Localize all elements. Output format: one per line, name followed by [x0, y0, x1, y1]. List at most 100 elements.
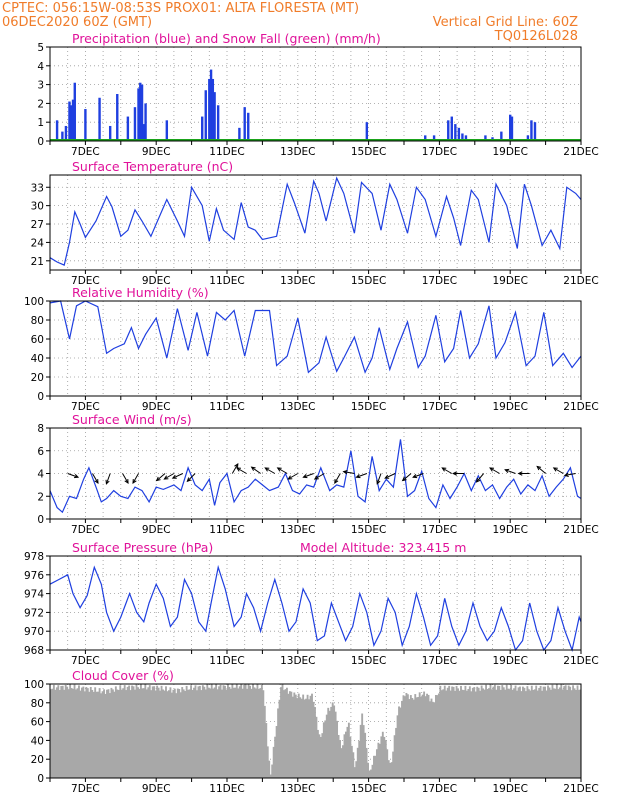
- cloud-xtick-label: 17DEC: [422, 783, 457, 795]
- cloud-bar: [527, 689, 530, 778]
- cloud-bar: [170, 692, 173, 778]
- cloud-bar: [412, 699, 415, 778]
- cloud-bar: [368, 770, 371, 778]
- cloud-bar: [78, 685, 80, 778]
- precip-bar: [64, 125, 68, 141]
- cloud-bar: [364, 732, 367, 778]
- pressure-ytick-label: 968: [24, 645, 44, 657]
- cloud-bar: [312, 701, 315, 778]
- cloud-xtick-label: 9DEC: [142, 783, 171, 795]
- cloud-frame: [49, 683, 582, 779]
- pressure-xtick-label: 7DEC: [71, 655, 100, 667]
- wind-vector: [505, 469, 516, 474]
- cloud-bar: [488, 688, 490, 778]
- precip-bar: [530, 120, 533, 141]
- cloud-bar: [69, 684, 72, 778]
- cloud-bar: [399, 707, 402, 778]
- cloud-bar: [471, 687, 474, 778]
- wind-ytick-label: 8: [37, 423, 44, 435]
- cloud-bar: [421, 694, 424, 778]
- cloud-bar: [188, 689, 191, 778]
- cloud-bar: [495, 689, 498, 778]
- wind-xtick-label: 19DEC: [492, 524, 527, 536]
- precip-bar: [165, 120, 169, 141]
- cloud-bar: [541, 690, 544, 778]
- cloud-bar: [523, 687, 526, 778]
- precip-bar: [73, 82, 76, 141]
- temperature-line: [49, 176, 582, 266]
- pressure-xtick-label: 19DEC: [492, 655, 527, 667]
- wind-vector-head: [235, 467, 241, 472]
- cloud-bar: [91, 689, 94, 778]
- cloud-ytick-label: 40: [31, 735, 44, 747]
- cloud-bar: [116, 689, 119, 778]
- cloud-bar: [542, 686, 545, 778]
- wind-vector: [384, 473, 396, 479]
- precip-ytick-label: 0: [37, 136, 44, 148]
- precip-xtick-label: 15DEC: [351, 146, 386, 158]
- cloud-bar: [491, 689, 493, 778]
- cloud-bar: [434, 694, 437, 778]
- cloud-bar: [198, 685, 201, 778]
- cloud-bar: [134, 689, 136, 778]
- wind-vector-head: [313, 475, 319, 480]
- cloud-bar: [446, 687, 449, 778]
- cloud-bar: [156, 685, 159, 778]
- cloud-bar: [570, 690, 573, 778]
- cloud-bar: [533, 689, 536, 778]
- cloud-bar: [555, 684, 558, 778]
- cloud-bar: [316, 729, 319, 778]
- precip-xtick-label: 19DEC: [492, 146, 527, 158]
- wind-vector: [343, 471, 355, 474]
- cloud-bar: [352, 752, 355, 778]
- cloud-bar: [567, 685, 570, 778]
- cloud-bar: [393, 735, 396, 778]
- pressure-frame: [49, 555, 582, 651]
- cloud-bar: [315, 716, 318, 778]
- cloud-bar: [330, 706, 333, 778]
- wind-vector-head: [412, 474, 418, 479]
- precip-bar: [432, 135, 436, 141]
- cloud-bar: [350, 745, 353, 778]
- pressure-xtick-label: 13DEC: [280, 655, 315, 667]
- cloud-bar: [408, 699, 411, 778]
- cloud-bar: [86, 688, 89, 778]
- cloud-bar: [445, 690, 448, 778]
- cloud-bar: [54, 689, 57, 778]
- cloud-bar: [563, 686, 566, 778]
- cloud-bar: [479, 690, 482, 778]
- precip-xtick-label: 17DEC: [422, 146, 457, 158]
- cloud-bar: [573, 688, 576, 778]
- cloud-bar: [201, 685, 204, 778]
- cloud-bar: [283, 690, 285, 778]
- wind-vector-head: [171, 474, 177, 479]
- humidity-line: [49, 300, 582, 374]
- cloud-bar: [120, 689, 123, 778]
- precip-bar: [140, 84, 144, 141]
- precip-bar: [509, 114, 512, 141]
- cloud-bar: [381, 731, 384, 778]
- cloud-ytick-label: 100: [24, 679, 44, 691]
- cloud-bar: [502, 687, 505, 778]
- humidity-xtick-label: 19DEC: [492, 401, 527, 413]
- cloud-bar: [411, 698, 414, 778]
- wind-vector-head: [441, 467, 447, 472]
- cloud-bar: [370, 769, 372, 778]
- cloud-bar: [468, 686, 471, 778]
- cloud-bar: [243, 684, 246, 778]
- wind-vector-head: [334, 479, 339, 485]
- humidity-xtick-label: 15DEC: [351, 401, 386, 413]
- cloud-bar: [197, 686, 200, 778]
- cloud-bar: [286, 687, 288, 778]
- cloud-bar: [578, 689, 580, 778]
- cloud-bar: [305, 698, 308, 778]
- humidity-xtick-label: 21DEC: [563, 401, 598, 413]
- cloud-bar: [256, 684, 259, 778]
- precip-bar: [461, 133, 464, 141]
- precip-bar: [201, 116, 204, 141]
- wind-vector: [376, 473, 382, 485]
- pressure-xtick-label: 11DEC: [209, 655, 244, 667]
- cloud-bar: [485, 684, 487, 778]
- cloud-bar: [378, 743, 381, 778]
